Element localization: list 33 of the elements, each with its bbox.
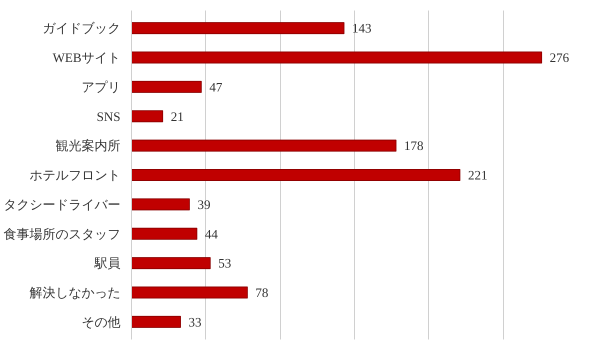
data-label: 178 — [404, 138, 424, 154]
bar — [132, 257, 211, 270]
data-label: 33 — [188, 314, 202, 330]
y-tick-label: WEBサイト — [52, 50, 121, 65]
y-tick-label: 観光案内所 — [56, 138, 120, 154]
data-label: 39 — [197, 196, 210, 212]
y-tick-label: SNS — [96, 108, 121, 124]
data-label: 78 — [255, 285, 268, 300]
y-tick-label: ガイドブック — [42, 20, 120, 36]
bar — [132, 169, 460, 181]
data-label: 44 — [204, 226, 218, 242]
data-label: 143 — [352, 20, 372, 36]
data-label: 47 — [209, 79, 223, 94]
bar — [132, 140, 396, 152]
bar — [132, 22, 344, 34]
y-tick-label: その他 — [82, 314, 120, 330]
y-tick-label: 解決しなかった — [30, 285, 120, 300]
y-tick-label: ホテルフロント — [30, 168, 120, 182]
y-tick-label: アプリ — [82, 79, 120, 94]
y-tick-label: 食事場所のスタッフ — [4, 226, 120, 242]
bar — [132, 110, 164, 122]
bar — [132, 52, 542, 64]
y-tick-label: タクシードライバー — [4, 196, 120, 212]
bar — [132, 198, 190, 210]
bar — [132, 286, 248, 298]
data-label: 53 — [218, 256, 232, 271]
data-label: 21 — [170, 108, 184, 124]
data-label: 276 — [550, 50, 570, 65]
data-label: 221 — [468, 168, 488, 182]
y-tick-label: 駅員 — [94, 256, 120, 271]
bar — [132, 228, 198, 240]
bar — [132, 80, 202, 93]
bar — [132, 316, 181, 328]
